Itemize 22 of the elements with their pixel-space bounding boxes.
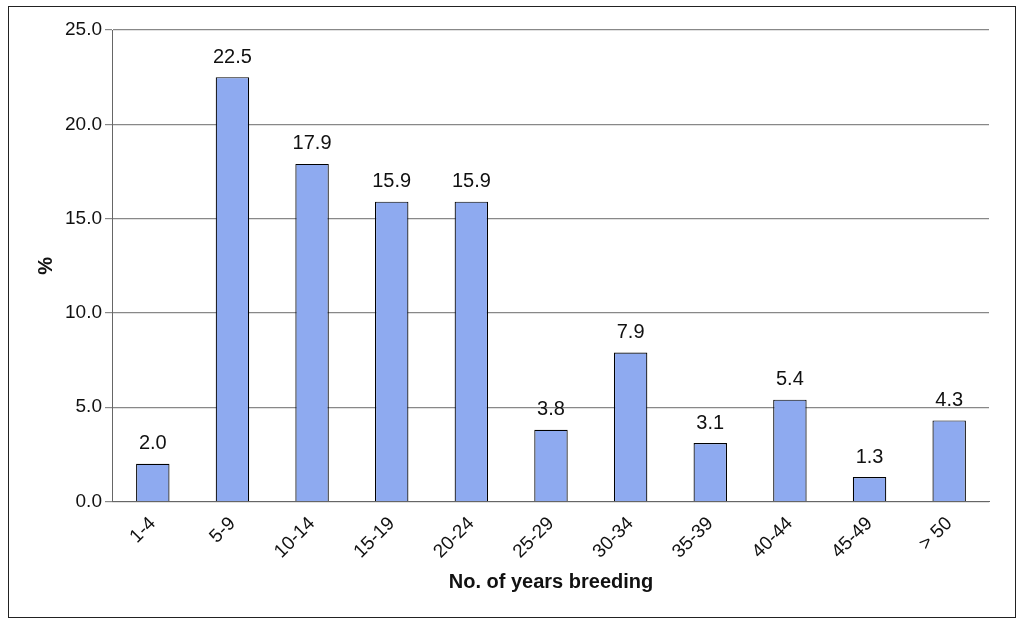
x-tick-label: 5-9 — [204, 512, 239, 547]
data-label: 17.9 — [292, 131, 332, 154]
data-label: 22.5 — [212, 44, 252, 67]
data-label: 2.0 — [138, 431, 167, 454]
x-axis-title: No. of years breeding — [448, 569, 654, 592]
data-label: 7.9 — [616, 320, 645, 343]
data-label: 15.9 — [372, 169, 412, 192]
data-label: 1.3 — [855, 444, 884, 467]
y-tick-label: 0.0 — [75, 489, 102, 511]
data-label: 3.1 — [696, 410, 725, 433]
y-tick-label: 15.0 — [65, 206, 102, 228]
y-tick-label: 25.0 — [65, 18, 102, 40]
x-tick-label: 1-4 — [125, 511, 160, 547]
y-tick-label: 5.0 — [75, 395, 102, 417]
data-label: 5.4 — [776, 367, 804, 390]
x-tick-label: > 50 — [914, 512, 956, 554]
data-label: 15.9 — [451, 169, 491, 192]
data-label: 4.3 — [935, 387, 964, 410]
y-tick-label: 10.0 — [65, 301, 102, 323]
data-label: 3.8 — [537, 397, 565, 420]
y-axis-title: % — [33, 256, 56, 275]
y-tick-label: 20.0 — [65, 112, 102, 134]
